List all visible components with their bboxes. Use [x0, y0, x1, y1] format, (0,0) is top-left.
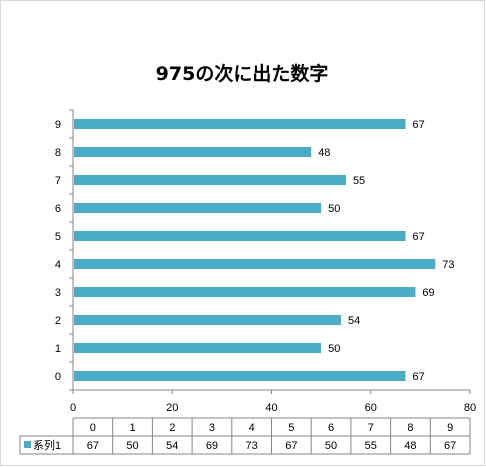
legend-key	[24, 441, 31, 448]
y-tick-label: 6	[55, 203, 61, 215]
bar	[74, 175, 346, 185]
table-header-cell: 2	[169, 422, 175, 434]
table-value-cell: 67	[444, 440, 456, 452]
table-header-cell: 8	[407, 422, 413, 434]
table-value-cell: 50	[325, 440, 337, 452]
y-tick-label: 4	[55, 259, 61, 271]
table-header-cell: 7	[368, 422, 374, 434]
table-value-cell: 50	[126, 440, 138, 452]
bar	[74, 343, 322, 353]
x-tick-label: 60	[365, 402, 377, 414]
bar	[74, 231, 406, 241]
x-tick-label: 0	[70, 402, 76, 414]
data-label: 67	[412, 231, 424, 243]
data-table: 0 67 1 50 2 54 3 69 4 73 5 67 6 50 7 55 8 48 9 67 系列1	[19, 417, 471, 455]
plot-area: 0 67 1 50 2 54 3 69 4 73 5 67 6 50 7 55 8 48 9 67 0 20 40 60 80	[55, 109, 476, 414]
x-tick-label: 40	[265, 402, 277, 414]
data-label: 67	[412, 371, 424, 383]
table-header-cell: 1	[129, 422, 135, 434]
y-tick-label: 8	[55, 147, 61, 159]
table-header-cell: 5	[288, 422, 294, 434]
y-tick-label: 0	[55, 371, 61, 383]
table-header-cell: 3	[209, 422, 215, 434]
data-label: 73	[442, 259, 454, 271]
bar	[74, 203, 322, 213]
x-tick-label: 80	[464, 402, 476, 414]
bar	[74, 287, 416, 297]
table-header-cell: 9	[447, 422, 453, 434]
table-value-cell: 48	[404, 440, 416, 452]
y-tick-label: 2	[55, 315, 61, 327]
bar	[74, 259, 436, 269]
data-label: 67	[412, 119, 424, 131]
data-label: 50	[328, 343, 340, 355]
data-label: 55	[353, 175, 365, 187]
table-value-cell: 55	[365, 440, 377, 452]
table-header-cell: 6	[328, 422, 334, 434]
table-value-cell: 73	[246, 440, 258, 452]
chart-title: 975の次に出た数字	[156, 62, 329, 85]
bar	[74, 147, 312, 157]
table-value-cell: 54	[166, 440, 178, 452]
y-tick-label: 1	[55, 343, 61, 355]
bar	[74, 371, 406, 381]
data-label: 48	[318, 147, 330, 159]
data-label: 54	[348, 315, 360, 327]
table-header-cell: 0	[90, 422, 96, 434]
y-tick-label: 3	[55, 287, 61, 299]
table-value-cell: 67	[285, 440, 297, 452]
series-name: 系列1	[33, 438, 61, 452]
y-tick-label: 7	[55, 175, 61, 187]
y-tick-label: 9	[55, 119, 61, 131]
data-label: 69	[422, 287, 434, 299]
bar	[74, 119, 406, 129]
x-tick-label: 20	[166, 402, 178, 414]
table-header-cell: 4	[249, 422, 255, 434]
bar	[74, 315, 341, 325]
table-value-cell: 69	[206, 440, 218, 452]
y-tick-label: 5	[55, 231, 61, 243]
table-value-cell: 67	[87, 440, 99, 452]
data-label: 50	[328, 203, 340, 215]
